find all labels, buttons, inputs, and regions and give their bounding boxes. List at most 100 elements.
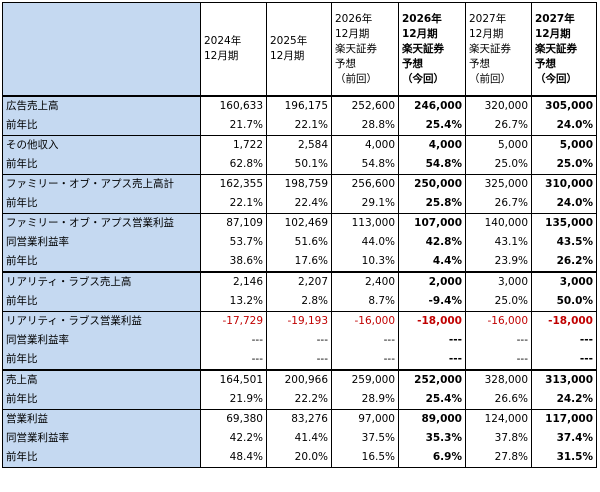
header-2026-previous: 2026年 12月期 楽天証券 予想 （前回） bbox=[331, 2, 399, 97]
value-cell: 25.8% bbox=[398, 194, 466, 214]
header-line: 2026年 bbox=[335, 12, 373, 25]
value-cell: 25.0% bbox=[465, 155, 532, 175]
table-row: その他収入 1,722 2,584 4,000 4,000 5,000 5,000 bbox=[2, 135, 597, 155]
header-line: 12月期 bbox=[469, 27, 504, 40]
value-cell: 1,722 bbox=[200, 135, 267, 155]
value-cell: 50.1% bbox=[266, 155, 332, 175]
value-cell: --- bbox=[266, 350, 332, 370]
table-row: リアリティ・ラブス営業利益 -17,729 -19,193 -16,000 -18,00… bbox=[2, 311, 597, 331]
value-cell: 51.6% bbox=[266, 233, 332, 252]
value-cell: 22.2% bbox=[266, 390, 332, 410]
value-cell: 256,600 bbox=[331, 174, 399, 194]
value-cell: 162,355 bbox=[200, 174, 267, 194]
value-cell: 252,600 bbox=[331, 95, 399, 116]
row-label: 前年比 bbox=[2, 448, 201, 468]
row-label: 同営業利益率 bbox=[2, 429, 201, 448]
value-cell: 28.8% bbox=[331, 116, 399, 136]
table-row: 前年比 22.1% 22.4% 29.1% 25.8% 26.7% 24.0% bbox=[2, 194, 597, 214]
header-2027-previous: 2027年 12月期 楽天証券 予想 （前回） bbox=[465, 2, 532, 97]
value-cell: 2,400 bbox=[331, 271, 399, 292]
row-label: 前年比 bbox=[2, 116, 201, 136]
value-cell: -19,193 bbox=[266, 311, 332, 331]
value-cell: 89,000 bbox=[398, 409, 466, 429]
value-cell: 22.1% bbox=[200, 194, 267, 214]
value-cell: 37.5% bbox=[331, 429, 399, 448]
header-line: （今回） bbox=[535, 72, 577, 85]
value-cell: 2,146 bbox=[200, 271, 267, 292]
row-label: リアリティ・ラブス売上高 bbox=[2, 271, 201, 292]
value-cell: 42.2% bbox=[200, 429, 267, 448]
header-line: 予想 bbox=[402, 57, 423, 70]
value-cell: 22.4% bbox=[266, 194, 332, 214]
value-cell: 5,000 bbox=[465, 135, 532, 155]
value-cell: 37.8% bbox=[465, 429, 532, 448]
value-cell: 24.0% bbox=[531, 116, 597, 136]
value-cell: 25.0% bbox=[465, 292, 532, 312]
table-body: 広告売上高 160,633 196,175 252,600 246,000 320,000… bbox=[2, 95, 597, 468]
row-label: リアリティ・ラブス営業利益 bbox=[2, 311, 201, 331]
value-cell: 259,000 bbox=[331, 369, 399, 390]
value-cell: 16.5% bbox=[331, 448, 399, 468]
value-cell: --- bbox=[398, 331, 466, 350]
header-line: 2027年 bbox=[535, 12, 575, 25]
header-line: 楽天証券 bbox=[469, 42, 511, 55]
table-row: 前年比 48.4% 20.0% 16.5% 6.9% 27.8% 31.5% bbox=[2, 448, 597, 468]
table-row: 広告売上高 160,633 196,175 252,600 246,000 320,000… bbox=[2, 95, 597, 116]
header-2024: 2024年 12月期 bbox=[200, 2, 267, 97]
header-line: 2024年 bbox=[204, 35, 242, 47]
value-cell: 8.7% bbox=[331, 292, 399, 312]
value-cell: 164,501 bbox=[200, 369, 267, 390]
row-label: 前年比 bbox=[2, 292, 201, 312]
financial-forecast-table: 2024年 12月期 2025年 12月期 2026年 12月期 楽天証券 予想 （前回） … bbox=[2, 2, 597, 468]
value-cell: 140,000 bbox=[465, 213, 532, 233]
value-cell: 29.1% bbox=[331, 194, 399, 214]
value-cell: 3,000 bbox=[465, 271, 532, 292]
value-cell: 87,109 bbox=[200, 213, 267, 233]
value-cell: -9.4% bbox=[398, 292, 466, 312]
header-line: 楽天証券 bbox=[535, 42, 577, 55]
value-cell: 17.6% bbox=[266, 252, 332, 272]
value-cell: 25.0% bbox=[531, 155, 597, 175]
value-cell: -18,000 bbox=[398, 311, 466, 331]
value-cell: 160,633 bbox=[200, 95, 267, 116]
value-cell: 6.9% bbox=[398, 448, 466, 468]
value-cell: 107,000 bbox=[398, 213, 466, 233]
value-cell: -18,000 bbox=[531, 311, 597, 331]
value-cell: 24.0% bbox=[531, 194, 597, 214]
value-cell: 48.4% bbox=[200, 448, 267, 468]
table-row: 売上高 164,501 200,966 259,000 252,000 328,000 31… bbox=[2, 369, 597, 390]
row-label: 前年比 bbox=[2, 350, 201, 370]
value-cell: 54.8% bbox=[331, 155, 399, 175]
value-cell: 117,000 bbox=[531, 409, 597, 429]
row-label: 前年比 bbox=[2, 252, 201, 272]
value-cell: 102,469 bbox=[266, 213, 332, 233]
value-cell: 305,000 bbox=[531, 95, 597, 116]
table-row: リアリティ・ラブス売上高 2,146 2,207 2,400 2,000 3,000 3,0… bbox=[2, 271, 597, 292]
table-row: 前年比 13.2% 2.8% 8.7% -9.4% 25.0% 50.0% bbox=[2, 292, 597, 312]
value-cell: 24.2% bbox=[531, 390, 597, 410]
table-row: 同営業利益率 --- --- --- --- --- --- bbox=[2, 331, 597, 350]
row-label: 営業利益 bbox=[2, 409, 201, 429]
header-line: 2025年 bbox=[270, 35, 308, 47]
value-cell: -16,000 bbox=[465, 311, 532, 331]
value-cell: --- bbox=[531, 331, 597, 350]
value-cell: 26.7% bbox=[465, 194, 532, 214]
value-cell: 313,000 bbox=[531, 369, 597, 390]
row-label: ファミリー・オブ・アプス売上高計 bbox=[2, 174, 201, 194]
value-cell: 196,175 bbox=[266, 95, 332, 116]
value-cell: 26.2% bbox=[531, 252, 597, 272]
value-cell: 25.4% bbox=[398, 390, 466, 410]
value-cell: 54.8% bbox=[398, 155, 466, 175]
header-line: 予想 bbox=[335, 57, 356, 70]
value-cell: -17,729 bbox=[200, 311, 267, 331]
value-cell: 113,000 bbox=[331, 213, 399, 233]
value-cell: 325,000 bbox=[465, 174, 532, 194]
value-cell: 53.7% bbox=[200, 233, 267, 252]
value-cell: 250,000 bbox=[398, 174, 466, 194]
header-2026-current: 2026年 12月期 楽天証券 予想 （今回） bbox=[398, 2, 466, 97]
header-2027-current: 2027年 12月期 楽天証券 予想 （今回） bbox=[531, 2, 597, 97]
value-cell: 200,966 bbox=[266, 369, 332, 390]
row-label: 同営業利益率 bbox=[2, 331, 201, 350]
value-cell: --- bbox=[331, 350, 399, 370]
value-cell: 4.4% bbox=[398, 252, 466, 272]
